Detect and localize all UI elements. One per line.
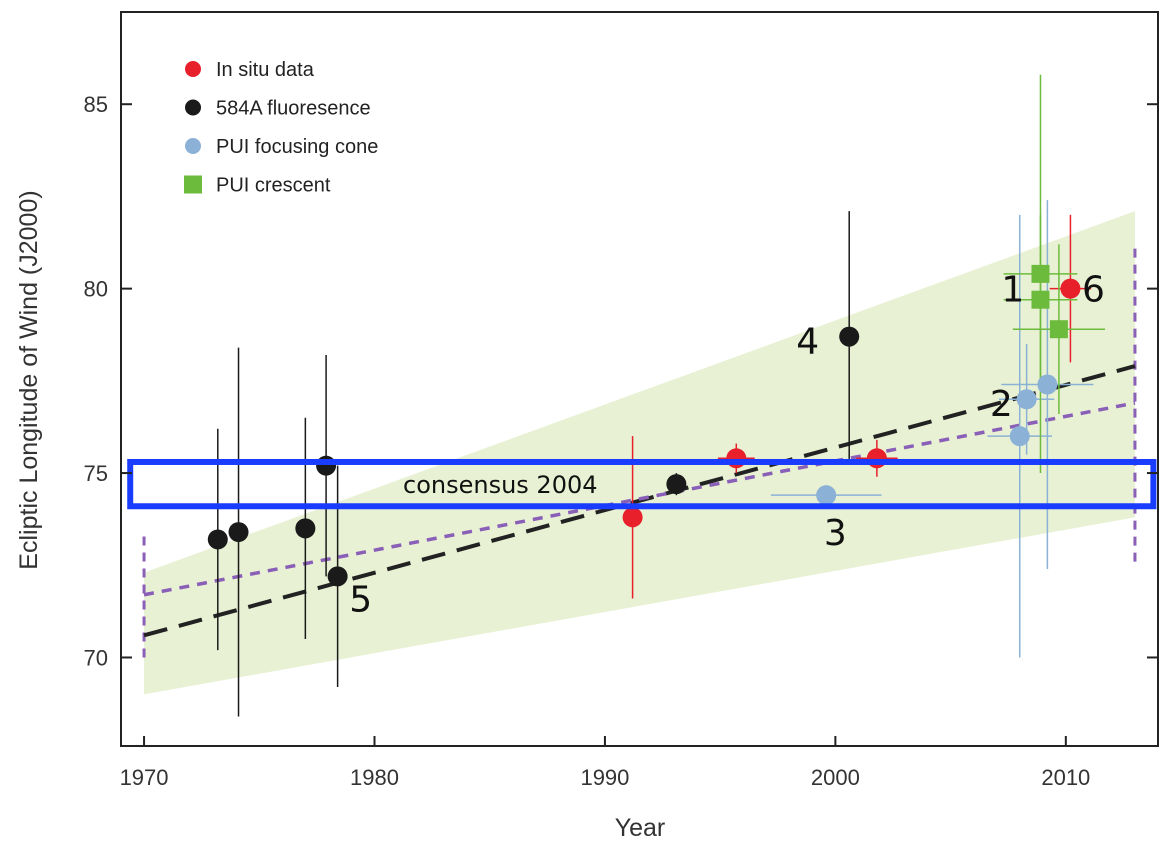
in-situ-data-point-3 [866,448,887,469]
legend-marker-pui-focusing-cone [185,138,201,154]
584a-fluoresence-point-7 [839,326,860,347]
584a-fluoresence-point-3 [295,518,316,539]
pui-crescent-point-1 [1031,264,1050,283]
legend-label-in-situ-data: In situ data [216,59,315,81]
x-tick-label-1980: 1980 [350,765,399,790]
x-tick-label-2010: 2010 [1041,765,1090,790]
in-situ-data-point-1 [622,507,643,528]
pui-focusing-cone-point-2 [1009,426,1030,447]
y-tick-label-70: 70 [84,645,108,670]
x-tick-label-1970: 1970 [120,765,169,790]
annotation-3: 3 [824,513,847,554]
584a-fluoresence-point-5 [327,566,348,587]
584a-fluoresence-point-6 [666,474,687,495]
in-situ-data-point-2 [726,448,747,469]
legend-marker-in-situ-data [185,61,201,77]
plot-frame [120,11,1159,747]
legend-marker-pui-crescent [184,175,202,194]
pui-focusing-cone-point-4 [1037,374,1058,395]
y-tick-label-80: 80 [84,277,108,302]
legend-label-584a-fluoresence: 584A fluoresence [216,98,371,120]
584a-fluoresence-point-4 [316,455,337,476]
annotation-4: 4 [796,321,819,362]
pui-focusing-cone-point-3 [1016,389,1037,410]
in-situ-data-point-4 [1060,278,1081,299]
legend-marker-584a-fluoresence [185,99,201,116]
y-axis-title: Ecliptic Longitude of Wind (J2000) [15,190,43,569]
uncertainty-band [144,211,1135,695]
584a-fluoresence-point-2 [228,522,249,543]
y-tick-label-85: 85 [84,92,108,117]
legend-label-pui-crescent: PUI crescent [216,175,331,197]
legend-label-pui-focusing-cone: PUI focusing cone [216,136,378,158]
consensus-box-label: consensus 2004 [403,471,598,499]
x-tick-label-1990: 1990 [580,765,629,790]
pui-crescent-point-2 [1031,290,1050,309]
consensus-box [127,458,1157,510]
x-tick-label-2000: 2000 [811,765,860,790]
pui-crescent-point-3 [1049,320,1068,339]
black-fit-line [143,364,1136,638]
purple-fit-line [143,401,1136,597]
annotation-2: 2 [990,384,1013,425]
y-tick-label-75: 75 [84,461,108,486]
pui-focusing-cone-point-1 [816,485,837,506]
annotation-1: 1 [1001,270,1024,311]
584a-fluoresence-point-1 [207,529,228,550]
x-axis-title: Year [615,814,666,841]
annotation-5: 5 [349,579,372,620]
annotation-6: 6 [1082,270,1105,311]
